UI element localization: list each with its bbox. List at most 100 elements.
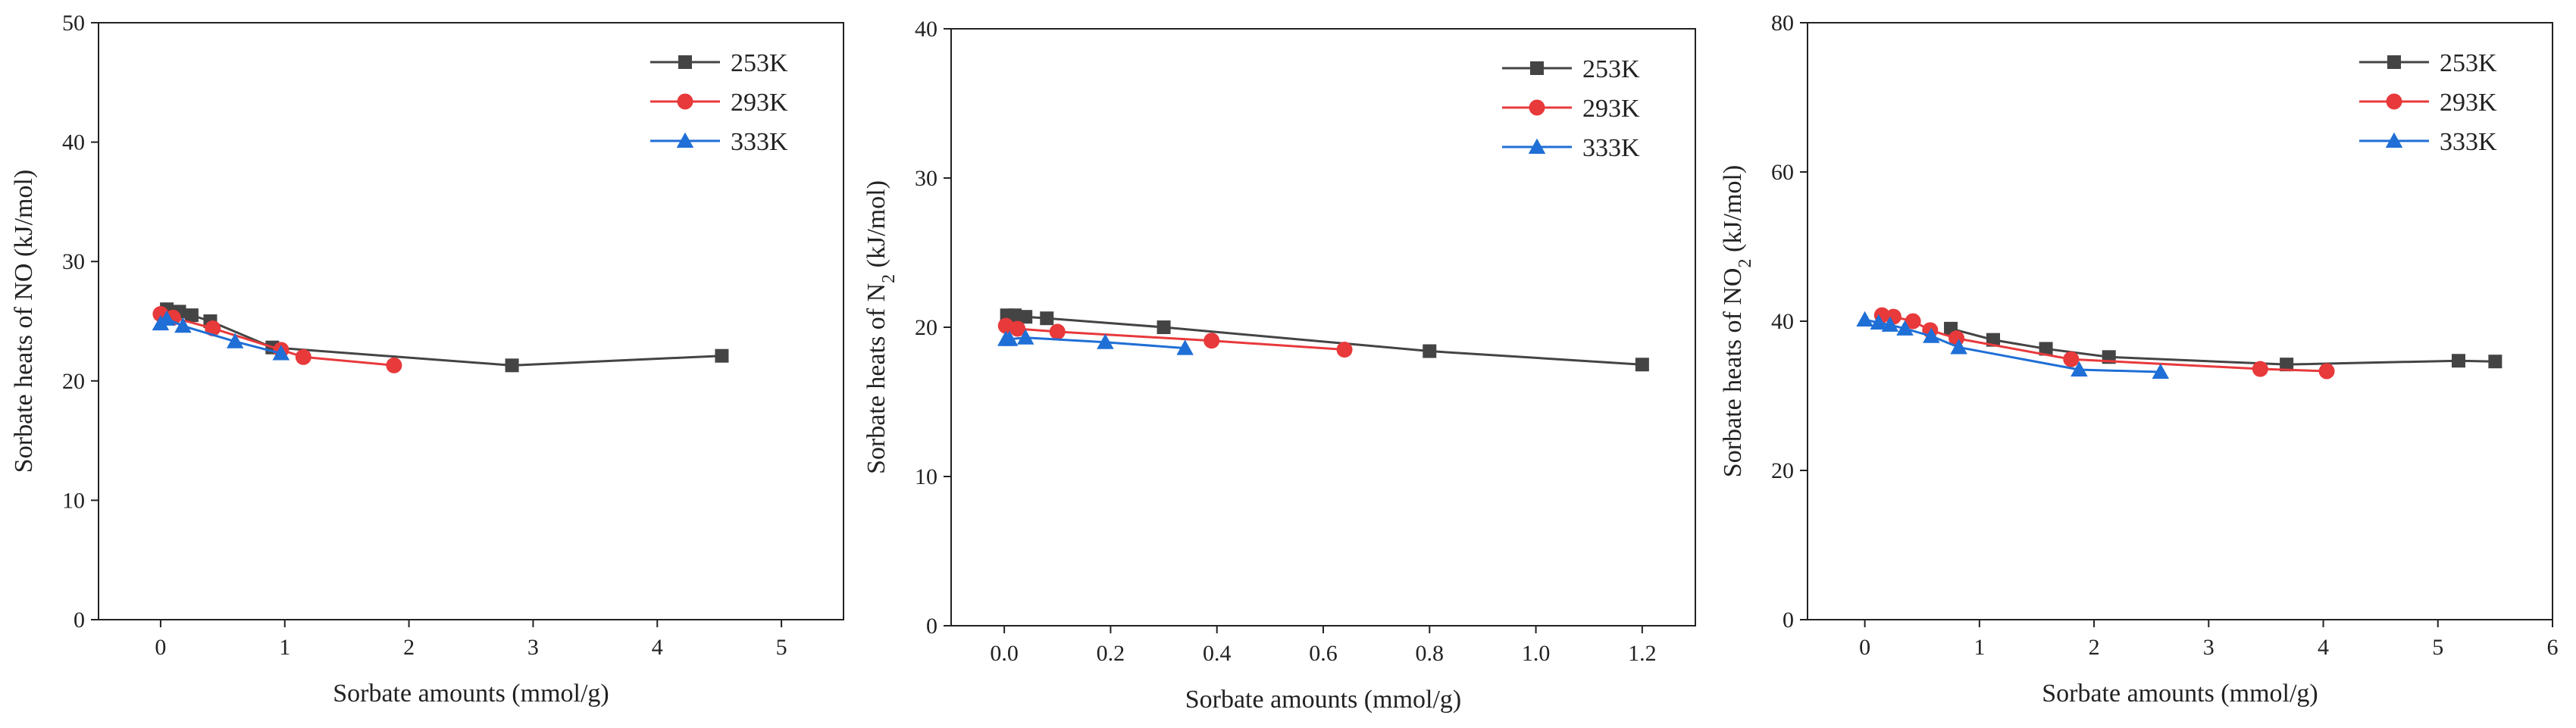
x-tick-label: 0.8	[1416, 641, 1445, 666]
data-point-333K	[1856, 311, 1873, 327]
data-point-293K	[1009, 320, 1026, 337]
x-tick-label: 1.2	[1628, 641, 1657, 666]
x-tick-label: 2	[2089, 635, 2100, 660]
data-point-333K	[1016, 329, 1034, 345]
data-point-333K	[2071, 361, 2088, 377]
series-line-253K	[1950, 327, 2496, 366]
data-point-293K	[1049, 323, 1066, 340]
y-axis-label: Sorbate heats of NO (kJ/mol)	[10, 170, 38, 473]
legend-label-333K: 333K	[1582, 134, 1640, 162]
series-line-333K	[160, 317, 282, 355]
data-point-253K	[2039, 342, 2053, 356]
legend-marker-293K	[1529, 99, 1545, 116]
x-axis-label: Sorbate amounts (mmol/g)	[2042, 680, 2318, 708]
x-tick-label: 6	[2547, 635, 2559, 660]
legend-label-333K: 333K	[731, 128, 788, 156]
y-tick-label: 20	[62, 369, 85, 394]
data-point-293K	[1203, 333, 1220, 349]
x-tick-label: 5	[776, 635, 787, 660]
legend-marker-253K	[2387, 55, 2401, 69]
y-tick-label: 30	[62, 249, 85, 274]
data-point-333K	[1923, 327, 1940, 343]
legend-label-333K: 333K	[2440, 128, 2497, 156]
data-point-333K	[1000, 330, 1019, 346]
data-point-253K	[1008, 308, 1022, 323]
data-point-253K	[1019, 310, 1033, 324]
data-point-253K	[505, 358, 519, 373]
y-tick-label: 20	[1771, 458, 1794, 483]
x-tick-label: 2	[403, 635, 415, 660]
x-tick-label: 5	[2432, 635, 2443, 660]
y-tick-label: 10	[915, 464, 937, 489]
legend-marker-293K	[677, 93, 693, 110]
data-point-253K	[1635, 358, 1649, 372]
x-tick-label: 0.0	[990, 641, 1019, 666]
x-tick-label: 1.0	[1522, 641, 1551, 666]
y-tick-label: 30	[915, 166, 937, 191]
plot-frame	[98, 22, 844, 620]
x-tick-label: 0	[155, 635, 166, 660]
data-point-333K	[1950, 339, 1967, 355]
x-tick-label: 0.4	[1203, 641, 1232, 666]
data-point-253K	[2488, 355, 2502, 369]
y-tick-label: 0	[74, 608, 85, 633]
data-point-253K	[1157, 320, 1171, 334]
data-point-253K	[2280, 358, 2294, 372]
data-point-333K	[1896, 320, 1914, 336]
y-tick-label: 0	[1783, 608, 1794, 633]
legend-marker-333K	[2385, 132, 2403, 148]
legend-label-293K: 293K	[2440, 89, 2497, 117]
y-tick-label: 20	[915, 315, 937, 340]
y-tick-label: 40	[62, 130, 85, 155]
x-tick-label: 1	[1973, 635, 1985, 660]
y-tick-label: 50	[62, 11, 85, 36]
x-axis-label: Sorbate amounts (mmol/g)	[1185, 686, 1462, 714]
legend-label-293K: 293K	[731, 89, 788, 117]
x-tick-label: 4	[2318, 635, 2329, 660]
data-point-333K	[1176, 339, 1194, 355]
legend-label-253K: 253K	[731, 49, 788, 77]
data-point-333K	[1881, 316, 1899, 332]
data-point-253K	[2451, 354, 2465, 368]
data-point-293K	[1336, 342, 1353, 358]
chart-panel-2: 0.0 0.2 0.4 0.6 0.8 1.0 1.2 0 10 20 30 40 Sorbate am…	[862, 17, 1696, 714]
legend-marker-333K	[1528, 138, 1546, 154]
data-point-333K	[174, 317, 192, 333]
x-tick-label: 0.6	[1309, 641, 1338, 666]
data-point-253K	[1423, 344, 1437, 358]
x-tick-label: 0	[1859, 635, 1870, 660]
x-tick-label: 3	[2203, 635, 2214, 660]
legend-marker-293K	[2386, 93, 2402, 110]
y-tick-label: 40	[915, 17, 937, 42]
data-point-333K	[226, 333, 244, 348]
y-tick-label: 0	[926, 614, 937, 639]
data-point-333K	[2152, 363, 2170, 379]
series-line-253K	[166, 308, 722, 367]
legend-marker-333K	[676, 132, 694, 148]
legend-marker-253K	[678, 55, 692, 69]
legend-label-253K: 253K	[1582, 55, 1640, 83]
data-point-333K	[158, 310, 176, 326]
data-point-333K	[272, 345, 290, 361]
data-point-253K	[184, 308, 199, 323]
data-point-293K	[295, 348, 311, 365]
data-point-293K	[2063, 351, 2080, 367]
data-point-333K	[1097, 333, 1114, 349]
y-tick-label: 80	[1771, 11, 1794, 36]
data-point-253K	[1040, 311, 1054, 326]
y-tick-label: 60	[1771, 160, 1794, 185]
data-point-333K	[1870, 314, 1888, 330]
data-point-253K	[1986, 333, 2000, 347]
data-point-293K	[386, 357, 402, 373]
x-axis-label: Sorbate amounts (mmol/g)	[333, 680, 609, 708]
legend-label-293K: 293K	[1582, 95, 1640, 123]
legend-label-253K: 253K	[2440, 49, 2497, 77]
data-point-293K	[1905, 313, 1921, 330]
legend-marker-253K	[1530, 61, 1544, 75]
y-tick-label: 40	[1771, 309, 1794, 334]
y-axis-label: Sorbate heats of N2 (kJ/mol)	[862, 180, 899, 474]
data-point-253K	[715, 348, 729, 363]
x-tick-label: 0.2	[1097, 641, 1125, 666]
